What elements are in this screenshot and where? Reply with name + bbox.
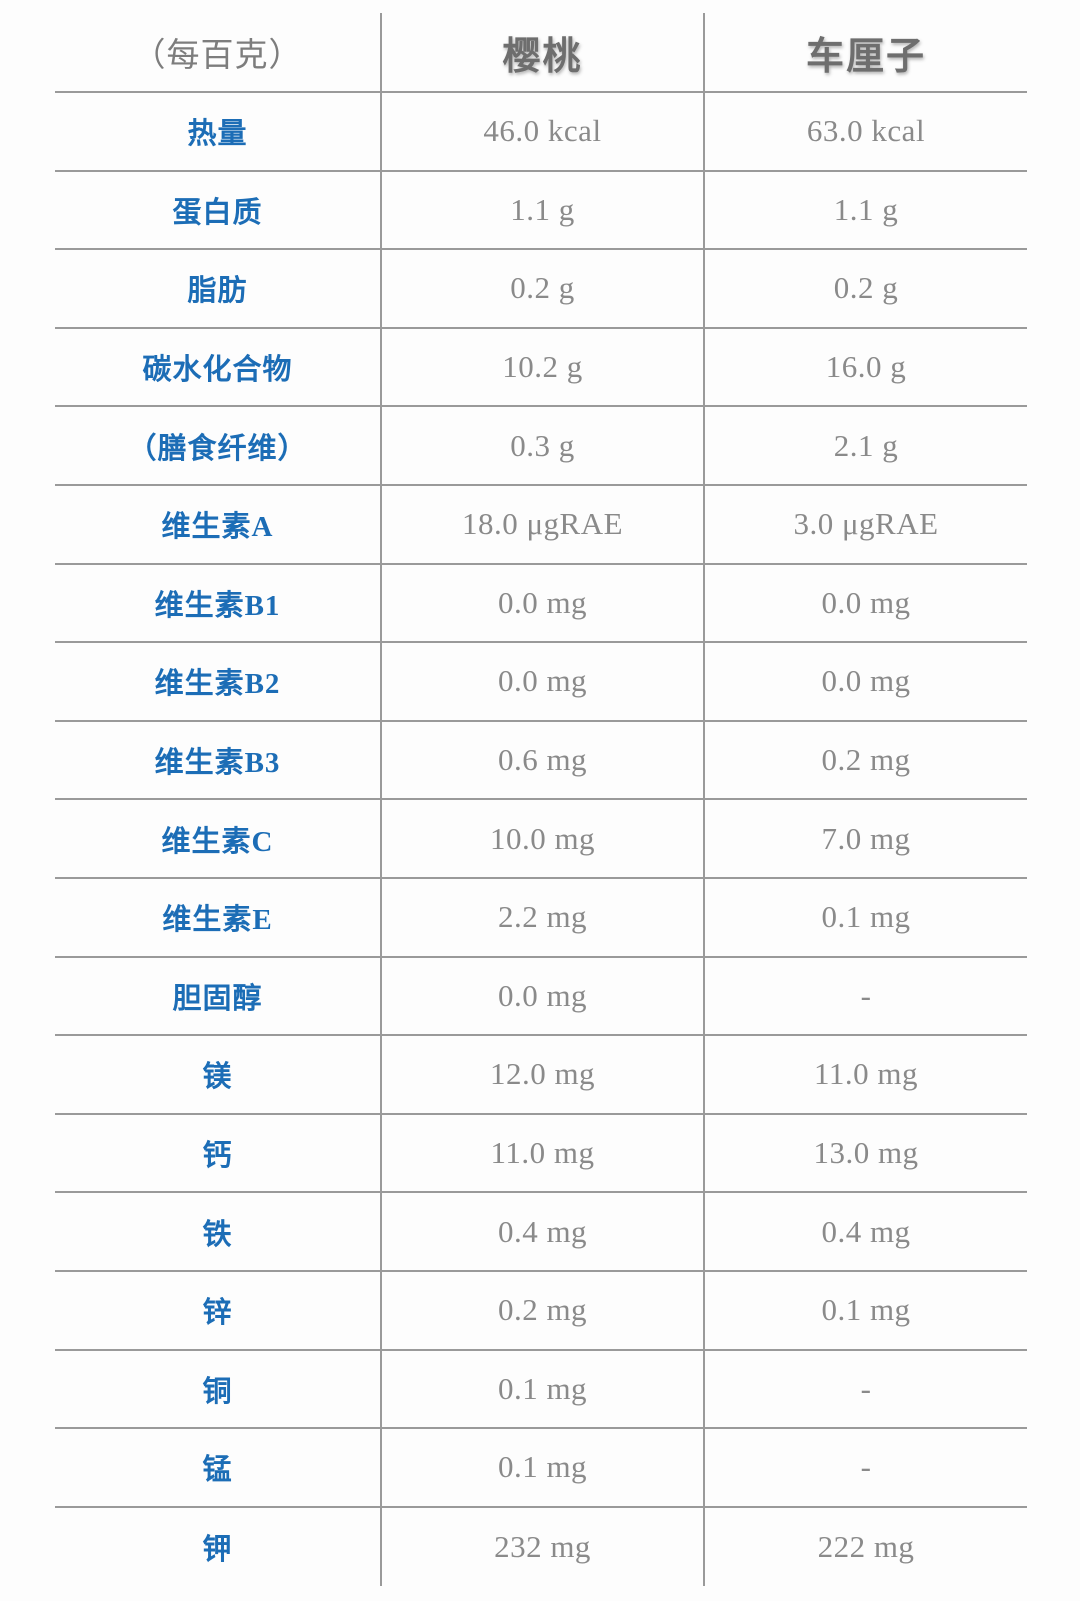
row-label: 镁 [55,1036,380,1115]
cherry-value-cell: 0.3 g [380,407,703,486]
cherry-value-cell: 18.0 μgRAE [380,485,703,565]
row-label: 维生素A [55,486,380,565]
header-column-cherry: 樱桃 [380,13,703,93]
row-label: 维生素B2 [55,643,380,722]
chelizi-value-cell: - [703,957,1027,1037]
row-label: 碳水化合物 [55,329,380,408]
cherry-value-cell: 11.0 mg [380,1114,703,1194]
chelizi-value-cell: 3.0 μgRAE [703,485,1027,565]
row-label: 铜 [55,1351,380,1430]
row-label: 热量 [55,93,380,172]
cherry-value-cell: 0.1 mg [380,1350,703,1430]
chelizi-value-cell: 13.0 mg [703,1114,1027,1194]
chelizi-value-cell: - [703,1350,1027,1430]
chelizi-value-cell: - [703,1429,1027,1508]
row-label: 胆固醇 [55,958,380,1037]
row-label: 铁 [55,1193,380,1272]
cherry-value-cell: 12.0 mg [380,1036,703,1115]
row-label: 锌 [55,1272,380,1351]
row-label: 维生素B1 [55,565,380,644]
row-label: 钾 [202,1533,233,1566]
cherry-value-cell: 2.2 mg [380,878,703,958]
chelizi-value-cell: 0.1 mg [703,1271,1027,1351]
chelizi-value-cell: 0.0 mg [703,564,1027,644]
nutrition-comparison-table: （每百克） 樱桃 车厘子 热量 46.0 kcal 63.0 kcal 蛋白质 1.1 … [55,13,1027,1587]
cherry-value-cell: 1.1 g [380,171,703,251]
chelizi-value-cell: 0.2 g [703,250,1027,329]
chelizi-value-cell: 1.1 g [703,171,1027,251]
row-label: 锰 [55,1429,380,1508]
chelizi-value-cell: 7.0 mg [703,800,1027,879]
chelizi-value-cell: 0.4 mg [703,1193,1027,1272]
chelizi-value-cell: 0.2 mg [703,721,1027,801]
cherry-value-cell: 46.0 kcal [380,93,703,172]
cherry-value-cell: 0.2 mg [380,1271,703,1351]
row-label: 钙 [55,1115,380,1194]
cherry-value-cell: 10.0 mg [380,800,703,879]
row-label: 蛋白质 [55,172,380,251]
cherry-value-cell: 10.2 g [380,328,703,408]
cherry-value-cell: 0.6 mg [380,721,703,801]
chelizi-value-cell: 11.0 mg [703,1036,1027,1115]
chelizi-value-cell: 0.1 mg [703,878,1027,958]
table-grid: （每百克） 樱桃 车厘子 热量 46.0 kcal 63.0 kcal 蛋白质 1.1 … [55,13,1027,1587]
cherry-value-cell: 0.1 mg [380,1429,703,1508]
row-label: 脂肪 [55,250,380,329]
cherry-value-cell: 0.4 mg [380,1193,703,1272]
chelizi-value-cell: 0.0 mg [703,643,1027,722]
row-label: （膳食纤维） [55,407,380,486]
row-label: 维生素C [55,800,380,879]
cherry-value-cell: 0.0 mg [380,957,703,1037]
chelizi-value-cell: 63.0 kcal [703,93,1027,172]
cherry-value-cell: 0.0 mg [380,564,703,644]
header-unit-note: （每百克） [55,13,380,93]
chelizi-value-cell: 222 mg [703,1507,1027,1587]
cherry-value-cell: 0.2 g [380,250,703,329]
chelizi-value-cell: 16.0 g [703,328,1027,408]
header-column-chelizi: 车厘子 [703,13,1027,93]
chelizi-value-cell: 2.1 g [703,407,1027,486]
cherry-value-cell: 232 mg [380,1507,703,1587]
row-label: 维生素E [55,879,380,958]
row-label: 维生素B3 [55,722,380,801]
cherry-value-cell: 0.0 mg [380,643,703,722]
